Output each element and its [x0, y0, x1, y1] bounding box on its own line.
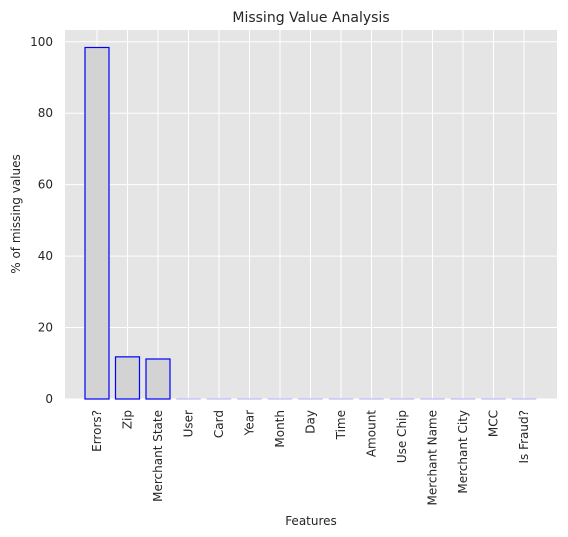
- y-tick-label-0: 0: [45, 392, 53, 406]
- y-tick-label-5: 100: [30, 35, 53, 49]
- x-tick-label-1: Zip: [121, 410, 135, 429]
- x-axis-label: Features: [285, 514, 337, 528]
- bar-errors: [84, 46, 110, 400]
- y-tick-labels: 0 20 40 60 80 100: [30, 35, 53, 406]
- x-tick-label-8: Time: [334, 410, 348, 440]
- grid-lines: [65, 30, 557, 400]
- x-tick-label-12: Merchant City: [456, 410, 470, 494]
- x-tick-label-5: Year: [243, 410, 257, 436]
- x-tick-label-7: Day: [304, 410, 318, 434]
- y-axis-label: % of missing values: [9, 154, 23, 274]
- x-tick-label-4: Card: [212, 410, 226, 438]
- x-tick-label-9: Amount: [365, 410, 379, 457]
- x-tick-label-13: MCC: [487, 410, 501, 437]
- x-tick-label-6: Month: [273, 410, 287, 448]
- y-tick-label-4: 80: [38, 106, 53, 120]
- bar-zip: [114, 356, 141, 400]
- x-tick-label-11: Merchant Name: [426, 410, 440, 506]
- bars: [84, 46, 537, 400]
- bar-merchant-state: [145, 358, 171, 400]
- x-tick-label-2: Merchant State: [151, 410, 165, 502]
- x-tick-label-14: Is Fraud?: [517, 410, 531, 464]
- x-tick-labels: Errors? Zip Merchant State User Card Year Mont…: [90, 410, 531, 506]
- y-tick-label-2: 40: [38, 249, 53, 263]
- y-tick-label-3: 60: [38, 178, 53, 192]
- x-tick-label-0: Errors?: [90, 410, 104, 452]
- chart-title: Missing Value Analysis: [232, 10, 389, 26]
- x-tick-label-3: User: [182, 410, 196, 437]
- y-tick-label-1: 20: [38, 321, 53, 335]
- x-tick-label-10: Use Chip: [395, 410, 409, 463]
